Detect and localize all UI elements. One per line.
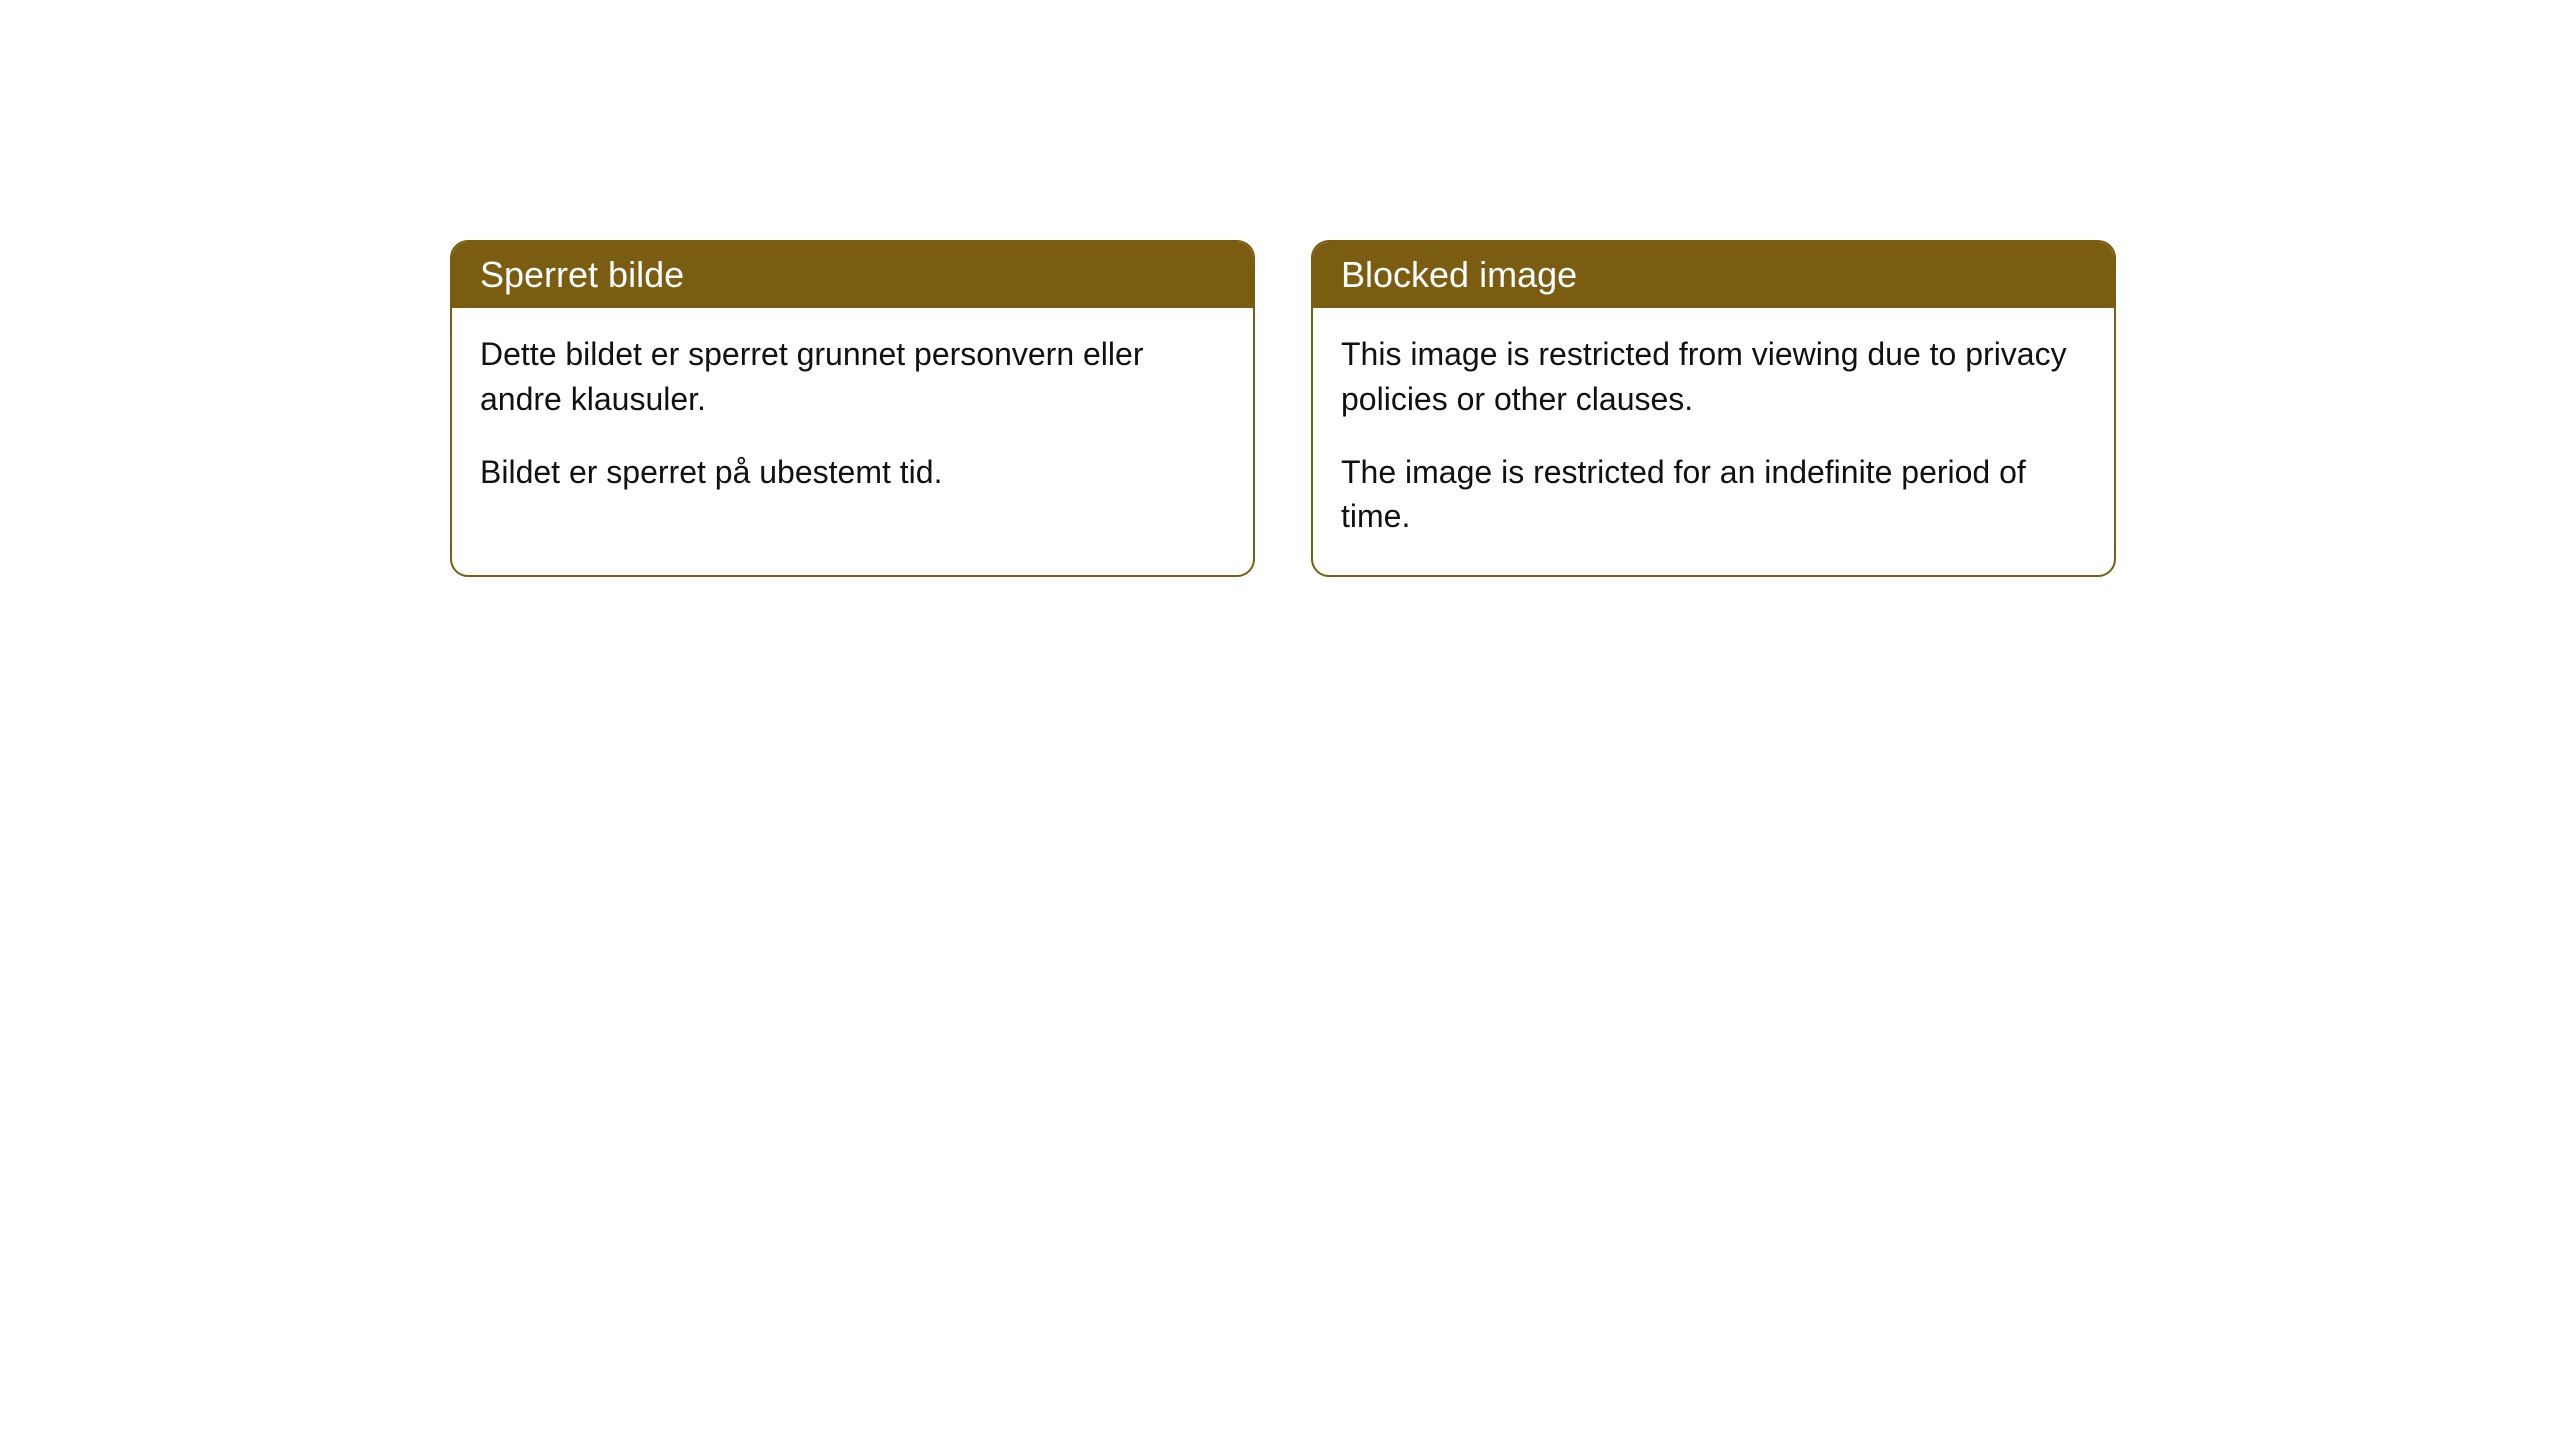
- card-paragraph: This image is restricted from viewing du…: [1341, 332, 2086, 422]
- card-header: Sperret bilde: [452, 242, 1253, 308]
- blocked-image-card-en: Blocked image This image is restricted f…: [1311, 240, 2116, 577]
- card-header: Blocked image: [1313, 242, 2114, 308]
- card-paragraph: Bildet er sperret på ubestemt tid.: [480, 450, 1225, 495]
- card-body: Dette bildet er sperret grunnet personve…: [452, 308, 1253, 530]
- blocked-image-card-no: Sperret bilde Dette bildet er sperret gr…: [450, 240, 1255, 577]
- card-body: This image is restricted from viewing du…: [1313, 308, 2114, 575]
- notice-cards-container: Sperret bilde Dette bildet er sperret gr…: [0, 0, 2560, 577]
- card-paragraph: The image is restricted for an indefinit…: [1341, 450, 2086, 540]
- card-paragraph: Dette bildet er sperret grunnet personve…: [480, 332, 1225, 422]
